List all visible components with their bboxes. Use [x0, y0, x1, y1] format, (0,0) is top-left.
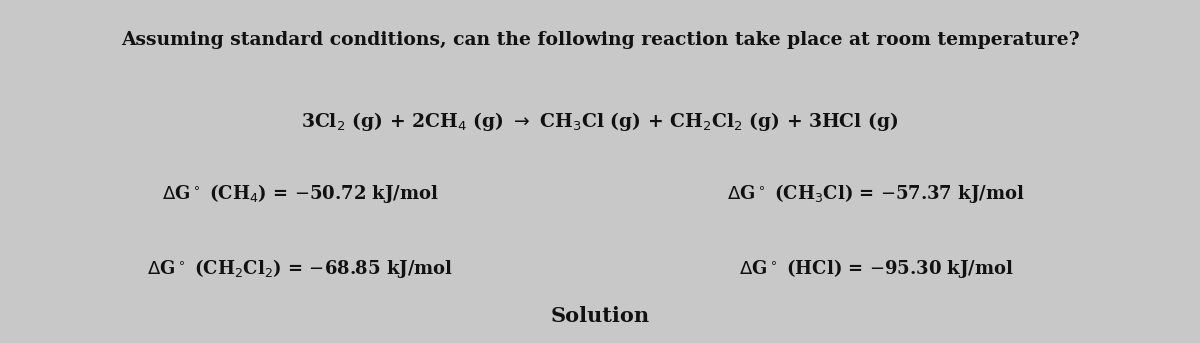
- Text: $\Delta$G$^\circ$ (CH$_4$) = $-$50.72 kJ/mol: $\Delta$G$^\circ$ (CH$_4$) = $-$50.72 kJ…: [162, 182, 438, 205]
- Text: $\Delta$G$^\circ$ (CH$_3$Cl) = $-$57.37 kJ/mol: $\Delta$G$^\circ$ (CH$_3$Cl) = $-$57.37 …: [727, 182, 1025, 205]
- Text: 3Cl$_2$ (g) + 2CH$_4$ (g) $\rightarrow$ CH$_3$Cl (g) + CH$_2$Cl$_2$ (g) + 3HCl (: 3Cl$_2$ (g) + 2CH$_4$ (g) $\rightarrow$ …: [301, 110, 899, 133]
- Text: Solution: Solution: [551, 306, 649, 326]
- Text: $\Delta$G$^\circ$ (HCl) = $-$95.30 kJ/mol: $\Delta$G$^\circ$ (HCl) = $-$95.30 kJ/mo…: [738, 257, 1014, 280]
- Text: $\Delta$G$^\circ$ (CH$_2$Cl$_2$) = $-$68.85 kJ/mol: $\Delta$G$^\circ$ (CH$_2$Cl$_2$) = $-$68…: [146, 257, 454, 280]
- Text: Assuming standard conditions, can the following reaction take place at room temp: Assuming standard conditions, can the fo…: [121, 31, 1079, 49]
